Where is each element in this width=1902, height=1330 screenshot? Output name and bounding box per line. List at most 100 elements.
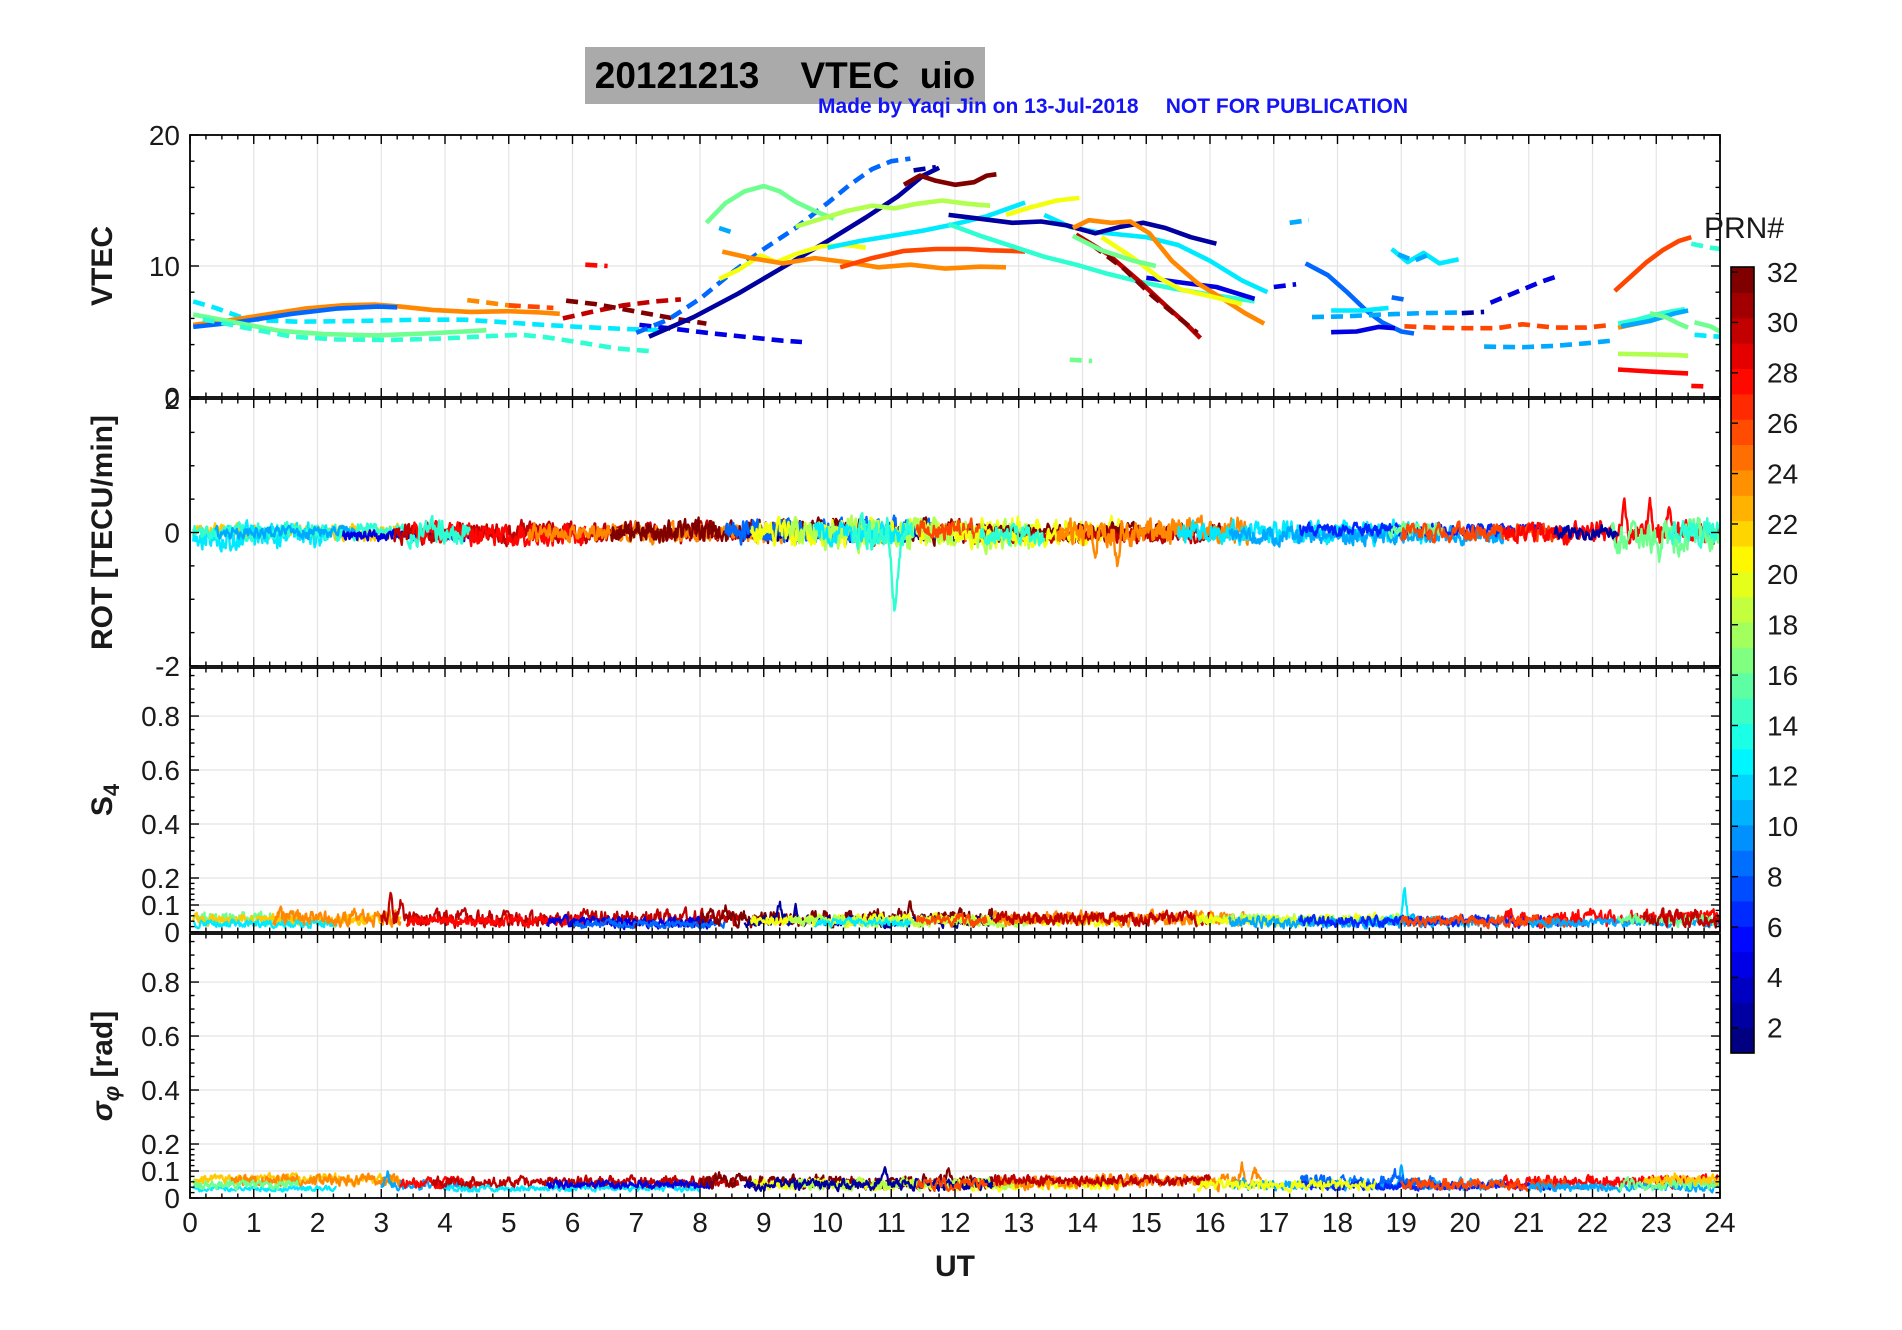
y-tick-label: 0 bbox=[164, 1183, 180, 1214]
panel-sigma-phi bbox=[190, 934, 1720, 1198]
colorbar-cell bbox=[1731, 875, 1754, 902]
x-tick-label: 1 bbox=[246, 1207, 262, 1238]
trace-prn-10 bbox=[1311, 310, 1459, 320]
noise-series-prn-16 bbox=[1387, 521, 1448, 540]
trace-prn-30 bbox=[562, 297, 682, 321]
trace-prn-26 bbox=[1404, 322, 1612, 331]
noise-series-prn-16 bbox=[1616, 912, 1720, 929]
x-axis-title: UT bbox=[935, 1250, 975, 1283]
publication-note: NOT FOR PUBLICATION bbox=[1165, 95, 1408, 118]
colorbar-tick-label: 22 bbox=[1767, 509, 1798, 540]
x-tick-label: 11 bbox=[877, 1207, 906, 1238]
trace-prn-24 bbox=[721, 249, 1007, 271]
trace-prn-32 bbox=[1090, 243, 1199, 335]
x-tick-label: 5 bbox=[501, 1207, 517, 1238]
trace-prn-16 bbox=[704, 183, 835, 225]
x-tick-label: 3 bbox=[373, 1207, 389, 1238]
trace-prn-16 bbox=[1649, 310, 1689, 330]
x-tick-label: 20 bbox=[1449, 1207, 1480, 1238]
noise-series-prn-2 bbox=[1553, 523, 1620, 541]
y-tick-label: 0.1 bbox=[141, 1156, 180, 1187]
trace-prn-2 bbox=[948, 212, 1217, 246]
plot-title: 20121213 VTEC uio bbox=[585, 47, 985, 104]
trace-prn-12 bbox=[192, 299, 662, 333]
colorbar-tick-label: 14 bbox=[1767, 710, 1798, 741]
x-tick-label: 19 bbox=[1386, 1207, 1417, 1238]
colorbar-cell bbox=[1731, 621, 1754, 648]
colorbar-cell bbox=[1731, 976, 1754, 1003]
y-tick-label: 0.6 bbox=[141, 755, 180, 786]
trace-prn-28 bbox=[1691, 383, 1708, 389]
y-tick-label: 0.8 bbox=[141, 967, 180, 998]
trace-prn-16 bbox=[1069, 357, 1093, 364]
colorbar-cell bbox=[1731, 900, 1754, 927]
x-tick-label: 14 bbox=[1067, 1207, 1098, 1238]
x-tick-label: 18 bbox=[1322, 1207, 1353, 1238]
colorbar-ticks bbox=[1732, 271, 1738, 1029]
colorbar-tick-label: 26 bbox=[1767, 408, 1798, 439]
colorbar-cell bbox=[1731, 951, 1754, 978]
y-axis-label-rot: ROT [TECU/min] bbox=[86, 415, 119, 650]
trace-prn-10 bbox=[1397, 252, 1431, 264]
noise-series-prn-30 bbox=[992, 1173, 1212, 1188]
colorbar-cell bbox=[1731, 698, 1754, 724]
trace-prn-24 bbox=[1071, 217, 1266, 326]
x-tick-label: 17 bbox=[1258, 1207, 1289, 1238]
noise-series-prn-14 bbox=[851, 512, 915, 612]
panel-s4 bbox=[190, 668, 1720, 932]
x-tick-label: 8 bbox=[692, 1207, 708, 1238]
x-tick-label: 16 bbox=[1194, 1207, 1225, 1238]
y-tick-label: 0 bbox=[164, 382, 180, 413]
trace-prn-20 bbox=[1005, 195, 1080, 218]
colorbar-cell bbox=[1731, 774, 1754, 801]
panel-vtec bbox=[190, 135, 1720, 397]
x-tick-label: 21 bbox=[1513, 1207, 1544, 1238]
y-axis-label-vtec: VTEC bbox=[86, 226, 119, 306]
trace-prn-26 bbox=[508, 303, 554, 311]
colorbar-cell bbox=[1731, 368, 1754, 395]
credit-note: Made by Yaqi Jin on 13-Jul-2018 bbox=[818, 95, 1139, 118]
colorbar-cell bbox=[1731, 267, 1754, 293]
colorbar-cell bbox=[1731, 824, 1754, 851]
colorbar-cell bbox=[1731, 723, 1754, 750]
colorbar-tick-label: 12 bbox=[1767, 761, 1798, 792]
colorbar-cell bbox=[1731, 343, 1754, 370]
noise-series-prn-12 bbox=[813, 521, 912, 548]
colorbar-cell bbox=[1731, 545, 1754, 572]
y-tick-label: -2 bbox=[155, 651, 180, 682]
colorbar-cell bbox=[1731, 1002, 1754, 1029]
x-tick-label: 24 bbox=[1704, 1207, 1735, 1238]
y-tick-label: 10 bbox=[149, 251, 180, 282]
trace-prn-8 bbox=[1391, 295, 1408, 303]
colorbar-cell bbox=[1731, 393, 1754, 420]
annotation-row: Made by Yaqi Jin on 13-Jul-2018 NOT FOR … bbox=[818, 95, 1408, 119]
colorbar-cell bbox=[1731, 571, 1754, 598]
trace-prn-12 bbox=[827, 200, 1026, 250]
colorbar-tick-label: 28 bbox=[1767, 358, 1798, 389]
y-tick-label: 0.6 bbox=[141, 1021, 180, 1052]
noise-series-prn-24 bbox=[271, 905, 402, 928]
noise-series-prn-16 bbox=[192, 1179, 300, 1191]
x-tick-label: 23 bbox=[1641, 1207, 1672, 1238]
panel-border bbox=[189, 933, 1721, 1199]
y-tick-label: 0 bbox=[164, 517, 180, 548]
trace-prn-2 bbox=[913, 164, 937, 173]
colorbar-tick-label: 16 bbox=[1767, 660, 1798, 691]
y-tick-label: 0.1 bbox=[141, 890, 180, 921]
trace-prn-10 bbox=[1289, 217, 1310, 226]
y-tick-label: 0.4 bbox=[141, 1075, 180, 1106]
x-tick-label: 4 bbox=[437, 1207, 453, 1238]
trace-prn-28 bbox=[585, 262, 608, 269]
colorbar-cell bbox=[1731, 317, 1754, 344]
colorbar-cell bbox=[1731, 596, 1754, 623]
trace-prn-4 bbox=[639, 322, 803, 345]
trace-prn-20 bbox=[1100, 235, 1243, 307]
noise-series-prn-26 bbox=[1400, 520, 1575, 544]
colorbar-tick-label: 10 bbox=[1767, 811, 1798, 842]
colorbar-cell bbox=[1731, 926, 1754, 953]
x-tick-label: 9 bbox=[756, 1207, 772, 1238]
noise-series-prn-26 bbox=[1400, 1177, 1569, 1192]
x-tick-label: 2 bbox=[310, 1207, 326, 1238]
